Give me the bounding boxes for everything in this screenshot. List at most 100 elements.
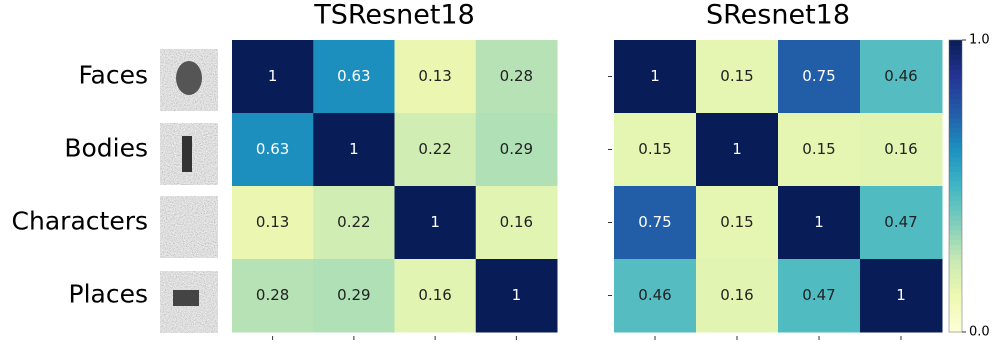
heatmap-cell bbox=[860, 113, 943, 187]
heatmap-cell bbox=[394, 40, 477, 114]
colorbar-segment bbox=[949, 195, 962, 202]
colorbar-segment bbox=[949, 44, 962, 51]
cell-label: 0.13 bbox=[418, 67, 451, 85]
heatmap-cell bbox=[475, 40, 558, 114]
colorbar-segment bbox=[949, 293, 962, 299]
colorbar-segment bbox=[949, 122, 962, 129]
chart-title: TSResnet18 bbox=[313, 0, 475, 31]
colorbar-segment bbox=[949, 215, 962, 221]
colorbar-segment bbox=[949, 254, 962, 260]
cell-label: 1 bbox=[268, 67, 278, 85]
thumbnails bbox=[160, 49, 218, 333]
heatmap-cell bbox=[696, 40, 779, 114]
cell-label: 0.28 bbox=[256, 286, 289, 304]
colorbar-segment bbox=[949, 137, 962, 143]
cell-label: 0.47 bbox=[802, 286, 835, 304]
row-label: Bodies bbox=[64, 134, 148, 163]
cell-label: 0.16 bbox=[720, 286, 753, 304]
colorbar-segment bbox=[949, 322, 962, 328]
colorbar-segment bbox=[949, 239, 962, 245]
place-shape bbox=[173, 290, 199, 306]
colorbar-segment bbox=[949, 210, 962, 216]
cell-label: 1 bbox=[732, 140, 742, 158]
cell-label: 0.16 bbox=[418, 286, 451, 304]
body-shape bbox=[182, 136, 192, 172]
heatmap-cell bbox=[313, 186, 395, 260]
heatmap-cell bbox=[475, 113, 558, 187]
cell-label: 1 bbox=[349, 140, 359, 158]
cell-label: 1 bbox=[430, 213, 440, 231]
row-label: Characters bbox=[12, 207, 148, 236]
colorbar-segment bbox=[949, 288, 962, 294]
colorbar-segment bbox=[949, 108, 962, 114]
colorbar-segment bbox=[949, 268, 962, 275]
colorbar-segment bbox=[949, 69, 962, 75]
cell-label: 0.29 bbox=[337, 286, 370, 304]
heatmap-cell bbox=[778, 40, 861, 114]
heatmap-cell bbox=[860, 259, 943, 333]
heatmap-cell bbox=[313, 259, 395, 333]
cell-label: 0.15 bbox=[802, 140, 835, 158]
heatmap-cell bbox=[232, 40, 314, 114]
cell-label: 0.28 bbox=[500, 67, 533, 85]
colorbar-segment bbox=[949, 166, 962, 172]
heatmap-cell bbox=[394, 186, 477, 260]
heatmap-cell bbox=[475, 186, 558, 260]
colorbar-segment bbox=[949, 312, 962, 318]
colorbar-segment bbox=[949, 317, 962, 323]
colorbar-segment bbox=[949, 307, 962, 314]
colorbar-segment bbox=[949, 103, 962, 109]
colorbar-segment bbox=[949, 98, 962, 104]
colorbar-segment bbox=[949, 74, 962, 80]
cell-label: 0.46 bbox=[884, 67, 917, 85]
cell-label: 1 bbox=[650, 67, 660, 85]
thumbnail-characters bbox=[160, 196, 218, 258]
cell-label: 0.15 bbox=[638, 140, 671, 158]
cell-label: 0.47 bbox=[884, 213, 917, 231]
heatmap-cell bbox=[860, 186, 943, 260]
heatmap-cell bbox=[313, 113, 395, 187]
face-shape bbox=[176, 61, 202, 95]
colorbar-segment bbox=[949, 229, 962, 236]
heatmap-cell bbox=[696, 113, 779, 187]
colorbar-segment bbox=[949, 181, 962, 187]
heatmap-cell bbox=[614, 113, 697, 187]
heatmap-cell bbox=[614, 40, 697, 114]
colorbar-segment bbox=[949, 297, 962, 304]
colorbar-segment bbox=[949, 190, 962, 197]
cell-label: 0.63 bbox=[256, 140, 289, 158]
colorbar-segment bbox=[949, 263, 962, 270]
cell-label: 0.16 bbox=[884, 140, 917, 158]
colorbar-segment bbox=[949, 83, 962, 90]
colorbar-segment bbox=[949, 88, 962, 95]
colorbar-tick-label: 0.0 bbox=[969, 325, 990, 340]
colorbar-segment bbox=[949, 113, 962, 119]
colorbar-segment bbox=[949, 200, 962, 206]
cell-label: 0.29 bbox=[500, 140, 533, 158]
cell-label: 1 bbox=[896, 286, 906, 304]
heatmap-cell bbox=[860, 40, 943, 114]
colorbar-segment bbox=[949, 161, 962, 168]
colorbar-segment bbox=[949, 278, 962, 284]
cell-label: 0.13 bbox=[256, 213, 289, 231]
colorbar-segment bbox=[949, 302, 962, 309]
heatmap-cell bbox=[232, 113, 314, 187]
colorbar-segment bbox=[949, 171, 962, 177]
cell-label: 0.15 bbox=[720, 67, 753, 85]
cell-label: 0.16 bbox=[500, 213, 533, 231]
colorbar-segment bbox=[949, 64, 962, 70]
heatmap-cell bbox=[313, 40, 395, 114]
colorbar-segment bbox=[949, 327, 962, 333]
colorbar-segment bbox=[949, 54, 962, 60]
heatmap-cell bbox=[614, 186, 697, 260]
colorbar-segment bbox=[949, 40, 962, 46]
colorbar-segment bbox=[949, 176, 962, 182]
colorbar-segment bbox=[949, 78, 962, 85]
heatmap-cell bbox=[778, 259, 861, 333]
colorbar-segment bbox=[949, 147, 962, 153]
cell-label: 1 bbox=[814, 213, 824, 231]
colorbar-segment bbox=[949, 117, 962, 124]
heatmap-cell bbox=[394, 259, 477, 333]
colorbar-segment bbox=[949, 151, 962, 158]
